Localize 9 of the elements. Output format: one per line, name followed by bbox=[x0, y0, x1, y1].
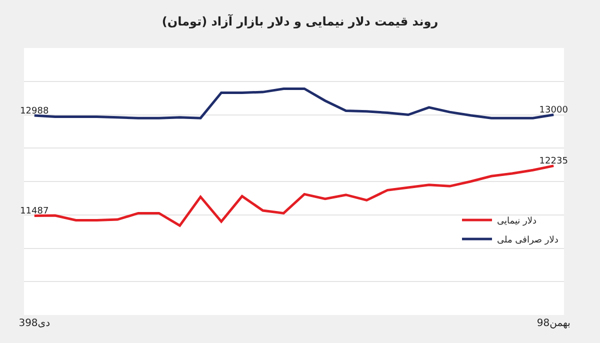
x-tick-label: بهمن98 bbox=[536, 318, 570, 329]
data-label: 12988 bbox=[20, 106, 49, 116]
data-label: 11487 bbox=[20, 206, 49, 216]
x-tick-label: 3دی98 bbox=[18, 318, 50, 329]
legend-label: دلار نیمایی bbox=[497, 216, 537, 227]
data-label: 13000 bbox=[539, 106, 568, 116]
legend-label: دلار صرافی ملی bbox=[497, 236, 558, 246]
chart-title: روند قیمت دلار نیمایی و دلار بازار آزاد (تومان) bbox=[162, 14, 438, 29]
data-label: 12235 bbox=[539, 156, 568, 167]
